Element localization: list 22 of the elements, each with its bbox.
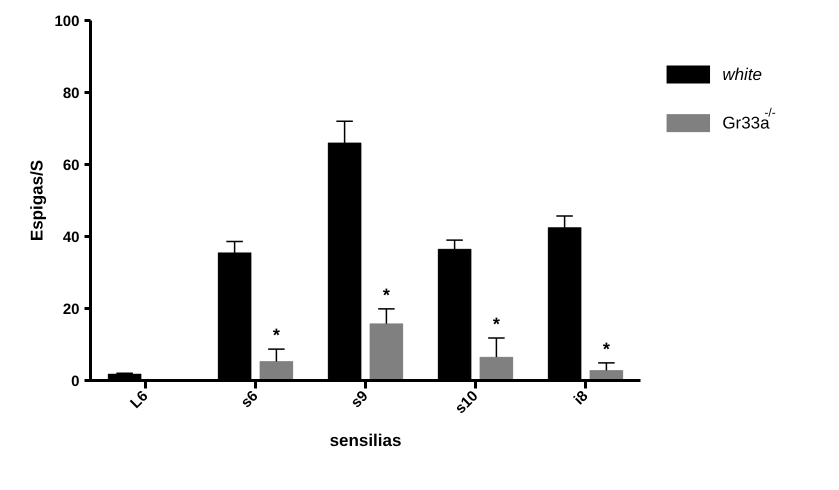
y-tick-label: 80 [62,85,80,102]
annotation: * [602,338,610,359]
x-tick-label: i8 [570,387,592,408]
bar [480,356,514,380]
annotation: * [492,314,500,334]
y-tick-label: 100 [54,13,80,30]
legend-label: white [722,65,762,84]
annotation: * [382,284,390,305]
annotation: * [272,325,280,346]
bar [370,323,404,380]
y-tick-label: 60 [62,157,80,174]
bar [260,361,294,380]
y-tick-label: 0 [71,373,80,390]
x-axis-title: sensilias [330,431,402,450]
x-tick-label: L6 [127,387,152,412]
x-tick-label: s9 [348,387,372,412]
y-axis-title: Espigas/S [27,160,46,242]
y-tick-label: 20 [62,301,80,318]
x-tick-label: s10 [452,387,482,418]
y-tick-label: 40 [62,229,80,246]
x-tick-label: s6 [238,387,262,412]
legend-label: Gr33a-/- [722,105,776,133]
